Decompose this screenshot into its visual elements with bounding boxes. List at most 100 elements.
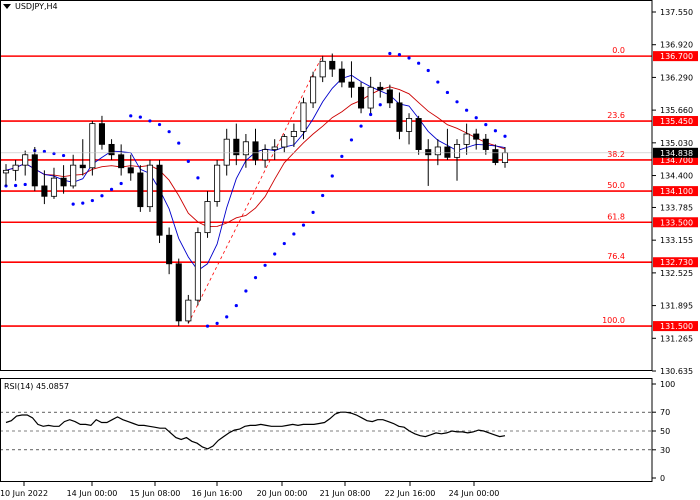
price-tick-label: 137.550 [660,8,693,17]
sar-dot [225,315,229,319]
candle-body [127,167,134,174]
sar-dot [215,321,219,325]
menu-triangle-icon[interactable] [3,4,11,9]
price-tick-label: 136.920 [660,41,693,50]
sar-dot [455,100,459,104]
fibo-price-label: 134.700 [660,156,693,165]
sar-dot [119,181,123,186]
sar-dot [292,232,296,236]
fibo-price-label: 132.730 [660,258,693,267]
candle-body [41,185,48,197]
candle-body [60,177,67,187]
candle-body [70,164,77,187]
fibo-price-badge [653,321,698,332]
candle-body [242,141,249,156]
candle-body [338,68,345,83]
candle-body [137,172,144,208]
sar-dot [263,263,267,267]
sar-dot [301,223,306,227]
fibo-level-label: 61.8 [607,212,625,221]
sar-dot [445,90,450,95]
candle-body [358,86,365,109]
time-tick-label: 24 Jun 00:00 [449,489,500,498]
rsi-tick-label: 100 [660,380,675,389]
sar-dot [244,289,248,293]
sar-dot [311,210,315,214]
moving-average-slow [5,86,506,228]
sar-dot [234,303,238,308]
sar-dot [474,116,478,120]
candle-body [425,149,432,156]
candle-body [463,133,470,145]
candle-body [434,146,441,156]
sar-dot [148,119,152,123]
candle-body [31,154,38,187]
candle-body [386,89,393,104]
candle-body [98,123,106,145]
sar-dot [13,183,18,188]
sar-dot [388,51,392,56]
symbol-title: USDJPY,H4 [3,2,58,11]
sar-dot [273,252,277,256]
price-tick-label: 133.155 [660,236,693,245]
candle-body [453,143,461,158]
rsi-tick-label: 30 [660,446,670,455]
candle-body [185,299,192,322]
time-tick-label: 16 Jun 16:00 [192,489,243,498]
candle-body [252,141,259,161]
sar-dot [436,80,440,84]
sar-dot [330,174,334,178]
price-tick-label: 133.785 [660,203,693,212]
sar-dot [426,68,430,73]
candle-body [377,86,384,91]
sar-dot [465,108,469,112]
sar-dot [253,276,258,280]
candle-body [396,102,403,132]
current-price-badge [653,147,698,158]
sar-dot [397,53,402,57]
sar-dot [378,103,382,107]
rsi-panel[interactable]: RSI(14) 45.0857 [0,382,652,451]
candle-body [501,152,509,163]
sar-dot [23,182,27,187]
candle-body [290,131,297,137]
price-tick-label: 131.265 [660,334,693,343]
candle-body [12,164,19,171]
candle-body [233,138,240,156]
fibo-level-label: 38.2 [607,150,625,159]
fibo-level-label: 0.0 [612,46,625,55]
candle-body [300,102,307,132]
time-tick-label: 15 Jun 08:00 [130,489,181,498]
candle-body [310,76,317,104]
candle-body [22,154,29,166]
fibo-price-badge [653,257,698,268]
candle-body [214,164,221,202]
sar-dot [417,61,421,65]
candle-body [473,133,480,140]
time-tick-label: 14 Jun 00:00 [67,489,118,498]
candle-body [118,154,125,169]
candle-body [492,149,499,163]
fibo-price-label: 135.450 [660,117,693,126]
sar-dot [205,324,210,328]
price-panel[interactable]: 0.0 136.700 23.6 135.450 38.2 134.700 50.0 134.… [0,46,698,332]
candle-body [281,136,288,148]
fibo-price-badge [653,186,698,197]
sar-dot [52,151,56,156]
sar-dot [177,141,181,145]
fibo-level-label: 23.6 [607,111,625,120]
fibo-price-label: 133.500 [660,218,693,227]
candle-body [79,164,86,169]
current-price-label: 134.838 [660,149,693,158]
candle-body [2,169,10,174]
sar-dot [138,115,142,119]
moving-average-fast [5,74,506,272]
candle-body [262,149,269,161]
candle-body [108,143,115,156]
candle-body [482,138,489,150]
time-tick-label: 10 Jun 2022 [0,489,48,498]
sar-dot [109,187,114,191]
candle-body [50,177,58,197]
time-tick-label: 21 Jun 08:00 [320,489,371,498]
sar-dot [129,114,133,118]
